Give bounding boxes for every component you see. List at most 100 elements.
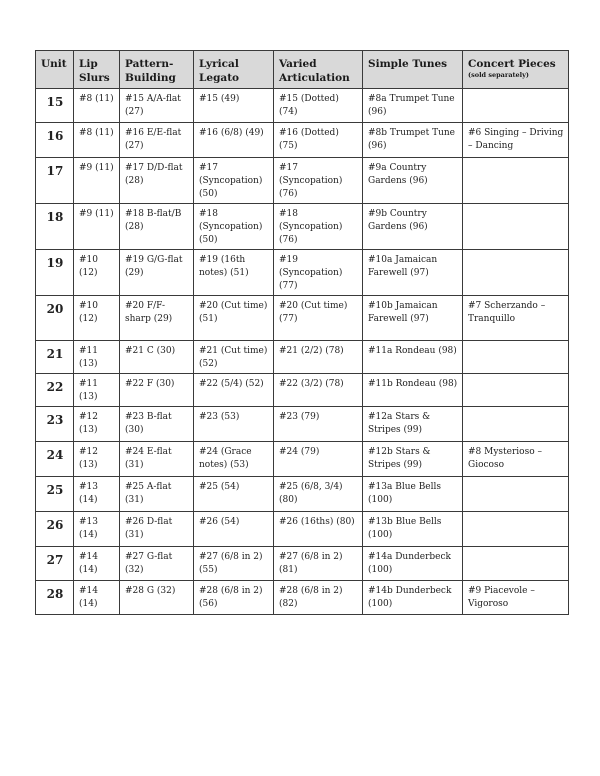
table-cell: #26 (54) xyxy=(193,511,274,547)
table-cell: #13a Blue Bells (100) xyxy=(362,476,463,512)
unit-number: 17 xyxy=(35,157,74,204)
curriculum-table: Unit Lip Slurs Pattern-Building Lyrical Leg… xyxy=(35,50,569,615)
table-cell: #15 A/A-flat (27) xyxy=(119,88,194,123)
table-cell: #14 (14) xyxy=(73,546,120,581)
table-cell: #27 (6/8 in 2) (81) xyxy=(273,546,363,581)
column-header: Lip Slurs xyxy=(73,50,120,89)
table-row: 28 #14 (14) #28 G (32) #28 (6/8 in 2) (56) #… xyxy=(35,580,569,615)
table-cell: #23 (79) xyxy=(273,406,363,442)
unit-number: 21 xyxy=(35,340,74,374)
table-row: 20 #10 (12) #20 F/F-sharp (29) #20 (Cut tim… xyxy=(35,295,569,341)
table-cell: #18 (Syncopation) (76) xyxy=(273,203,363,250)
table-cell: #28 (6/8 in 2) (82) xyxy=(273,580,363,615)
table-cell: #19 (16th notes) (51) xyxy=(193,249,274,296)
column-header-label: Unit xyxy=(41,58,67,70)
column-header: Pattern-Building xyxy=(119,50,194,89)
table-cell: #28 G (32) xyxy=(119,580,194,615)
table-cell: #21 C (30) xyxy=(119,340,194,374)
table-cell: #16 (Dotted) (75) xyxy=(273,122,363,158)
unit-number: 24 xyxy=(35,441,74,477)
table-cell: #25 (6/8, 3/4) (80) xyxy=(273,476,363,512)
table-cell: #20 F/F-sharp (29) xyxy=(119,295,194,341)
table-cell: #23 B-flat (30) xyxy=(119,406,194,442)
unit-number: 20 xyxy=(35,295,74,341)
table-cell: #13b Blue Bells (100) xyxy=(362,511,463,547)
column-header-label: Pattern-Building xyxy=(125,58,176,84)
column-header: Simple Tunes xyxy=(362,50,463,89)
table-cell: #10 (12) xyxy=(73,249,120,296)
column-header: Concert Pieces (sold separately) xyxy=(462,50,569,89)
table-cell xyxy=(462,406,569,442)
table-cell: #9 (11) xyxy=(73,203,120,250)
table-cell: #6 Singing – Driving – Dancing xyxy=(462,122,569,158)
table-cell: #27 (6/8 in 2) (55) xyxy=(193,546,274,581)
table-row: 21 #11 (13) #21 C (30) #21 (Cut time) (52) #… xyxy=(35,340,569,374)
table-cell: #16 E/E-flat (27) xyxy=(119,122,194,158)
unit-number: 18 xyxy=(35,203,74,250)
table-cell: #14 (14) xyxy=(73,580,120,615)
table-row: 25 #13 (14) #25 A-flat (31) #25 (54) #25 (6/… xyxy=(35,476,569,512)
table-cell: #14a Dunderbeck (100) xyxy=(362,546,463,581)
column-header-label: Lyrical Legato xyxy=(199,58,240,84)
table-cell: #11a Rondeau (98) xyxy=(362,340,463,374)
table-cell: #7 Scherzando – Tranquillo xyxy=(462,295,569,341)
column-header-note: (sold separately) xyxy=(468,71,529,79)
column-header: Varied Articulation xyxy=(273,50,363,89)
table-cell: #8 Mysterioso – Giocoso xyxy=(462,441,569,477)
table-cell: #10a Jamaican Farewell (97) xyxy=(362,249,463,296)
table-cell: #17 D/D-flat (28) xyxy=(119,157,194,204)
table-cell xyxy=(462,373,569,407)
unit-number: 28 xyxy=(35,580,74,615)
table-cell: #8 (11) xyxy=(73,88,120,123)
unit-number: 16 xyxy=(35,122,74,158)
column-header: Lyrical Legato xyxy=(193,50,274,89)
column-header-label: Simple Tunes xyxy=(368,58,448,70)
table-cell: #25 (54) xyxy=(193,476,274,512)
table-cell: #9 (11) xyxy=(73,157,120,204)
table-cell: #22 (3/2) (78) xyxy=(273,373,363,407)
table-cell: #12 (13) xyxy=(73,406,120,442)
unit-number: 22 xyxy=(35,373,74,407)
table-body: 15 #8 (11) #15 A/A-flat (27) #15 (49) #15 (D… xyxy=(35,88,569,615)
table-cell: #11b Rondeau (98) xyxy=(362,373,463,407)
header-row: Unit Lip Slurs Pattern-Building Lyrical Leg… xyxy=(35,50,569,89)
table-cell: #9b Country Gardens (96) xyxy=(362,203,463,250)
table-cell: #14b Dunderbeck (100) xyxy=(362,580,463,615)
table-cell: #24 (Grace notes) (53) xyxy=(193,441,274,477)
table-cell xyxy=(462,476,569,512)
unit-number: 26 xyxy=(35,511,74,547)
table-cell xyxy=(462,511,569,547)
table-cell: #21 (2/2) (78) xyxy=(273,340,363,374)
table-cell: #19 G/G-flat (29) xyxy=(119,249,194,296)
table-row: 24 #12 (13) #24 E-flat (31) #24 (Grace note… xyxy=(35,441,569,477)
table-cell: #18 (Syncopation) (50) xyxy=(193,203,274,250)
table-cell: #23 (53) xyxy=(193,406,274,442)
table-cell: #28 (6/8 in 2) (56) xyxy=(193,580,274,615)
column-header-label: Varied Articulation xyxy=(279,58,350,84)
table-cell: #24 E-flat (31) xyxy=(119,441,194,477)
table-row: 27 #14 (14) #27 G-flat (32) #27 (6/8 in 2) … xyxy=(35,546,569,581)
table-cell: #9a Country Gardens (96) xyxy=(362,157,463,204)
table-row: 19 #10 (12) #19 G/G-flat (29) #19 (16th not… xyxy=(35,249,569,296)
table-cell: #9 Piacevole – Vigoroso xyxy=(462,580,569,615)
table-row: 23 #12 (13) #23 B-flat (30) #23 (53) #23 (79… xyxy=(35,406,569,442)
table-cell: #8 (11) xyxy=(73,122,120,158)
table-cell: #12b Stars & Stripes (99) xyxy=(362,441,463,477)
table-cell: #19 (Syncopation) (77) xyxy=(273,249,363,296)
unit-number: 15 xyxy=(35,88,74,123)
table-row: 15 #8 (11) #15 A/A-flat (27) #15 (49) #15 (D… xyxy=(35,88,569,123)
table-cell xyxy=(462,546,569,581)
unit-number: 25 xyxy=(35,476,74,512)
table-cell: #20 (Cut time) (77) xyxy=(273,295,363,341)
table-cell: #24 (79) xyxy=(273,441,363,477)
table-cell: #21 (Cut time) (52) xyxy=(193,340,274,374)
table-cell: #17 (Syncopation) (50) xyxy=(193,157,274,204)
table-cell: #26 D-flat (31) xyxy=(119,511,194,547)
unit-number: 23 xyxy=(35,406,74,442)
table-cell xyxy=(462,203,569,250)
unit-number: 19 xyxy=(35,249,74,296)
column-header: Unit xyxy=(35,50,74,89)
table-row: 18 #9 (11) #18 B-flat/B (28) #18 (Syncopati… xyxy=(35,203,569,250)
table-cell xyxy=(462,340,569,374)
table-cell: #10b Jamaican Farewell (97) xyxy=(362,295,463,341)
